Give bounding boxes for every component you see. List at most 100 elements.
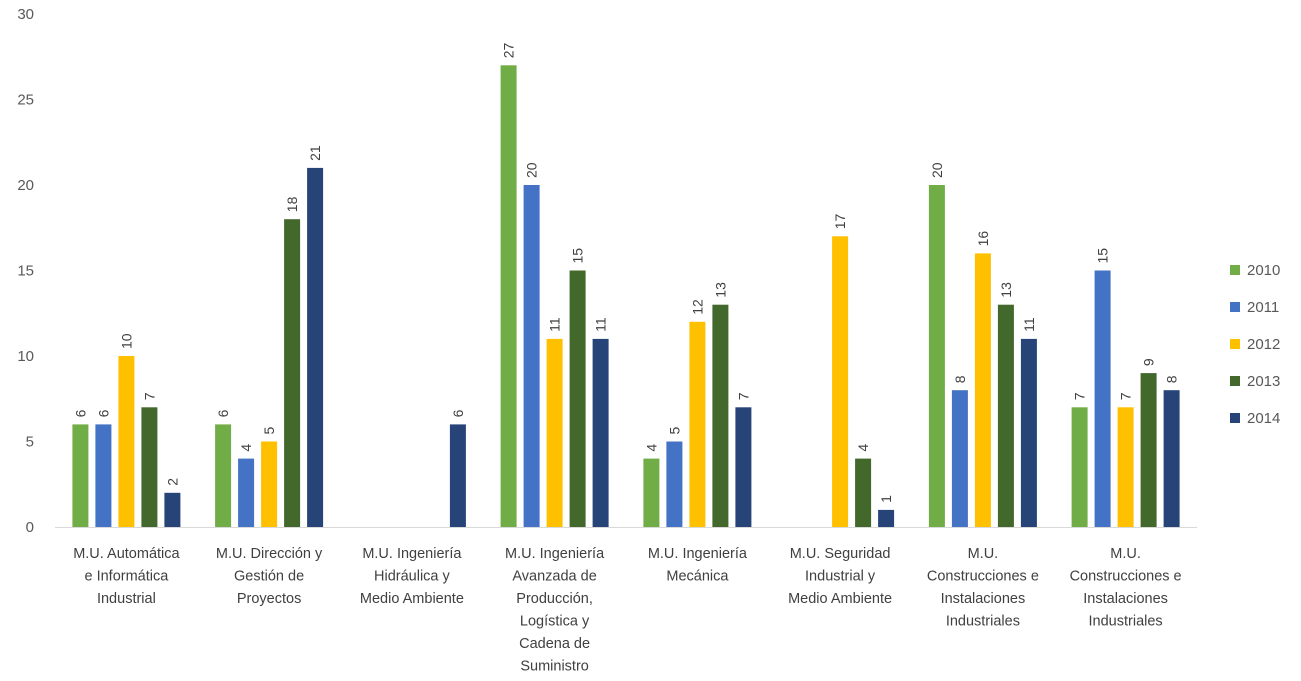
bar [261,441,278,527]
bar [974,253,991,527]
data-label: 13 [998,282,1014,298]
bar [523,185,540,527]
bar [666,441,683,527]
data-label: 2 [164,478,180,486]
category-label: M.U. Seguridad Industrial y Medio Ambiente [788,546,892,607]
legend-swatch [1230,339,1240,349]
data-label: 7 [141,392,157,400]
category-label: M.U. Construcciones e Instalaciones Industr… [1070,546,1182,630]
legend-item: 2013 [1230,373,1280,390]
legend: 2010 2011 2012 2013 2014 [1230,262,1280,427]
y-tick-label: 5 [26,434,34,451]
data-label: 8 [952,375,968,383]
y-tick-label: 10 [17,348,34,365]
data-label: 5 [666,427,682,435]
data-label: 20 [524,162,540,178]
bar [951,390,968,527]
y-axis-ticks: 0 5 10 15 20 25 30 [17,6,34,536]
data-label: 4 [238,444,254,452]
bar [569,270,586,527]
y-tick-label: 0 [26,519,34,536]
data-label: 15 [570,248,586,264]
data-label: 10 [118,333,134,349]
data-label: 4 [855,444,871,452]
category-label: M.U. Dirección y Gestión de Proyectos [216,546,323,607]
category-label: M.U. Construcciones e Instalaciones Industr… [927,546,1039,630]
bar [72,424,89,527]
data-label: 9 [1141,358,1157,366]
legend-label: 2010 [1247,262,1280,279]
legend-swatch [1230,302,1240,312]
bar [592,338,609,527]
y-tick-label: 15 [17,263,34,280]
y-tick-label: 20 [17,177,34,194]
data-label: 17 [832,214,848,230]
data-label: 12 [689,299,705,315]
bar [1140,373,1157,527]
data-label: 18 [284,196,300,212]
legend-swatch [1230,265,1240,275]
bar [878,509,895,527]
data-label: 4 [643,444,659,452]
bar [643,458,660,527]
data-label: 8 [1164,375,1180,383]
bar [546,338,563,527]
bar [1071,407,1088,527]
data-label: 6 [72,409,88,417]
bar [449,424,466,527]
bar [735,407,752,527]
category-label: M.U. Ingeniería Mecánica [648,546,748,585]
bar [164,492,181,527]
bar [712,304,729,527]
bar [215,424,232,527]
data-label: 13 [712,282,728,298]
legend-item: 2014 [1230,410,1280,427]
bar [500,65,517,528]
data-label: 15 [1095,248,1111,264]
y-tick-label: 25 [17,92,34,109]
bar [928,185,945,527]
data-label: 21 [307,145,323,161]
data-label: 6 [215,409,231,417]
legend-swatch [1230,376,1240,386]
data-label: 16 [975,231,991,247]
category-label: M.U. Ingeniería Avanzada de Producción, Log… [505,546,605,675]
data-label: 6 [450,409,466,417]
legend-swatch [1230,413,1240,423]
bar [284,219,301,527]
data-label: 27 [501,43,517,59]
data-label: 7 [1072,392,1088,400]
bar [1163,390,1180,527]
y-tick-label: 30 [17,6,34,23]
bar [1094,270,1111,527]
bar [95,424,112,527]
data-label: 11 [593,317,609,332]
data-label: 6 [95,409,111,417]
bar [1020,338,1037,527]
legend-item: 2011 [1230,299,1279,316]
legend-item: 2010 [1230,262,1280,279]
bar [689,321,706,527]
data-label: 20 [929,162,945,178]
data-label: 11 [1021,317,1037,332]
data-label: 11 [547,317,563,332]
category-label: M.U. Ingeniería Hidráulica y Medio Ambient… [360,546,464,607]
legend-label: 2011 [1247,299,1279,316]
bar [997,304,1014,527]
category-labels: M.U. Automática e Informática Industrial M.… [73,546,1181,675]
bar [832,236,849,528]
data-label: 5 [261,427,277,435]
data-label: 7 [1118,392,1134,400]
bars [72,65,1180,528]
bar [118,356,135,527]
bar [238,458,255,527]
legend-label: 2014 [1247,410,1280,427]
bar [855,458,872,527]
bar [307,167,324,527]
data-label: 7 [735,392,751,400]
category-label: M.U. Automática e Informática Industrial [73,546,180,607]
bar [1117,407,1134,527]
legend-item: 2012 [1230,336,1280,353]
bar [141,407,158,527]
